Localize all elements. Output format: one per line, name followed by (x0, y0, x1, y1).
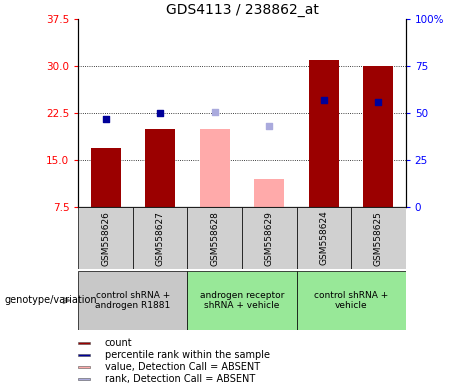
Bar (242, 207, 296, 269)
Bar (200, 129, 230, 207)
Text: GSM558629: GSM558629 (265, 211, 274, 265)
Point (157, 110, 164, 116)
Bar (78, 342, 90, 344)
Bar (188, 271, 296, 330)
Point (320, 97, 327, 103)
Bar (78, 354, 90, 356)
Bar (188, 207, 242, 269)
Text: GSM558626: GSM558626 (101, 211, 110, 265)
Title: GDS4113 / 238862_at: GDS4113 / 238862_at (165, 3, 319, 17)
Text: GSM558625: GSM558625 (374, 211, 383, 265)
Bar (78, 377, 90, 381)
Bar (351, 207, 406, 269)
Text: control shRNA +
vehicle: control shRNA + vehicle (314, 291, 388, 310)
Point (266, 123, 273, 129)
Text: genotype/variation: genotype/variation (5, 295, 97, 306)
Text: GSM558628: GSM558628 (210, 211, 219, 265)
Bar (133, 207, 188, 269)
Bar (145, 129, 175, 207)
Bar (78, 271, 188, 330)
Text: GSM558624: GSM558624 (319, 211, 328, 265)
Bar (254, 179, 284, 207)
Bar (309, 60, 339, 207)
Text: percentile rank within the sample: percentile rank within the sample (105, 350, 270, 360)
Text: count: count (105, 338, 132, 348)
Bar (91, 148, 121, 207)
Text: value, Detection Call = ABSENT: value, Detection Call = ABSENT (105, 362, 260, 372)
Point (102, 116, 109, 122)
Bar (296, 207, 351, 269)
Text: GSM558627: GSM558627 (156, 211, 165, 265)
Text: androgen receptor
shRNA + vehicle: androgen receptor shRNA + vehicle (200, 291, 284, 310)
Text: control shRNA +
androgen R1881: control shRNA + androgen R1881 (95, 291, 171, 310)
Text: rank, Detection Call = ABSENT: rank, Detection Call = ABSENT (105, 374, 255, 384)
Bar (296, 271, 406, 330)
Point (211, 109, 219, 116)
Bar (78, 207, 133, 269)
Bar (78, 366, 90, 368)
Point (375, 99, 382, 105)
Bar (363, 66, 393, 207)
